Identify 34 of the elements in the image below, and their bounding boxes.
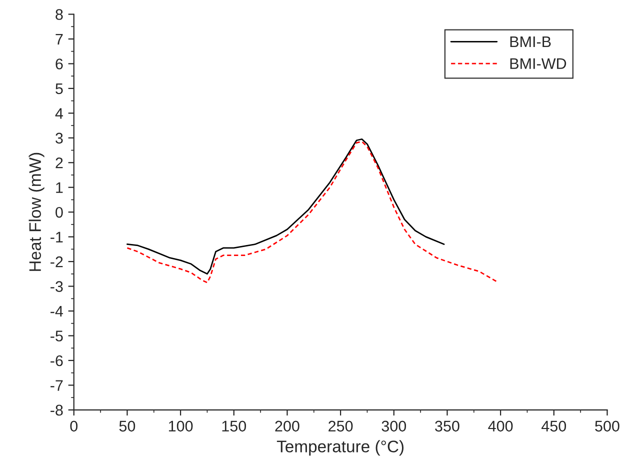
x-tick-label: 400 (488, 420, 513, 432)
y-tick-label: 0 (56, 206, 63, 218)
y-tick-label: -3 (50, 281, 63, 292)
y-tick-label: 5 (56, 83, 63, 94)
y-tick-label: 6 (56, 58, 63, 70)
y-tick-label: -2 (50, 256, 63, 268)
legend-label: BMI-B (510, 36, 551, 47)
line-series (126, 140, 500, 284)
y-tick-label: 3 (56, 132, 63, 144)
y-tick-label: 8 (56, 9, 63, 20)
y-tick-label: -6 (50, 355, 63, 366)
x-tick-label: 250 (328, 420, 353, 432)
y-tick-label: -5 (50, 330, 63, 342)
legend-label: BMI-WD (510, 58, 566, 69)
y-tick-label: -7 (50, 380, 63, 391)
x-tick-label: 50 (119, 420, 136, 432)
y-tick-label: 2 (56, 157, 63, 168)
x-tick-label: 350 (435, 420, 460, 432)
x-tick-label: 150 (222, 420, 246, 432)
y-axis-title: Heat Flow (mW) (28, 152, 44, 271)
y-tick-label: 1 (56, 182, 63, 193)
y-tick-label: -8 (50, 404, 63, 416)
x-tick-label: 200 (275, 420, 300, 432)
x-tick-label: 100 (168, 420, 193, 432)
y-tick-label: 4 (55, 108, 64, 119)
y-tick-label: 7 (56, 34, 63, 45)
y-tick-label: -4 (50, 306, 64, 317)
x-tick-label: 500 (595, 420, 620, 432)
line-series (126, 138, 445, 275)
x-axis-title: Temperature (°C) (276, 440, 404, 456)
x-tick-label: 450 (541, 420, 566, 432)
y-tick-label: -1 (50, 232, 63, 242)
x-tick-label: 0 (70, 420, 78, 432)
x-tick-label: 300 (382, 420, 406, 432)
